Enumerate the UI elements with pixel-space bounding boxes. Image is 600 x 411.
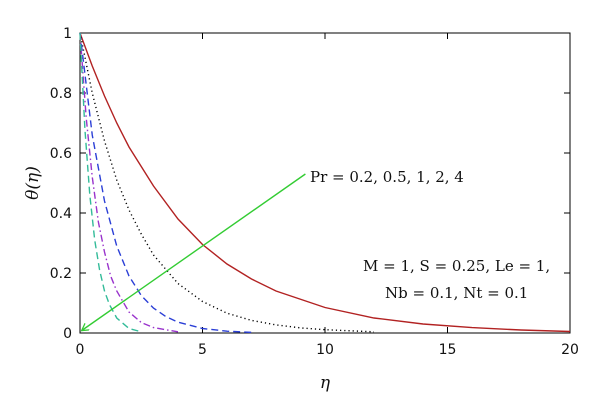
params-annotation-line1: M = 1, S = 0.25, Le = 1, xyxy=(363,257,550,275)
x-tick-label: 10 xyxy=(316,342,334,358)
y-tick-label: 0 xyxy=(63,326,72,342)
y-tick-label: 1 xyxy=(63,26,72,42)
y-axis-label: θ(η) xyxy=(23,166,43,200)
y-tick-label: 0.8 xyxy=(50,86,72,102)
series-line-3 xyxy=(79,32,252,334)
y-tick-label: 0.2 xyxy=(50,266,72,282)
series-line-5 xyxy=(79,32,142,333)
series-line-4 xyxy=(79,32,179,333)
pr-annotation: Pr = 0.2, 0.5, 1, 2, 4 xyxy=(310,168,464,186)
x-tick-label: 15 xyxy=(439,342,457,358)
y-tick-label: 0.4 xyxy=(50,206,72,222)
series-layer xyxy=(79,32,571,334)
x-tick-label: 20 xyxy=(561,342,579,358)
axis-ticks: 0 5 10 15 20 0 0.2 0.4 0.6 0.8 1 xyxy=(50,26,579,358)
series-line-1 xyxy=(79,32,571,333)
x-axis-label: η xyxy=(320,373,331,393)
x-tick-label: 0 xyxy=(76,342,85,358)
x-tick-label: 5 xyxy=(198,342,207,358)
annotation-arrow-layer xyxy=(82,173,306,330)
pr-increase-arrow xyxy=(82,173,306,330)
y-tick-label: 0.6 xyxy=(50,146,72,162)
params-annotation-line2: Nb = 0.1, Nt = 0.1 xyxy=(385,284,528,302)
